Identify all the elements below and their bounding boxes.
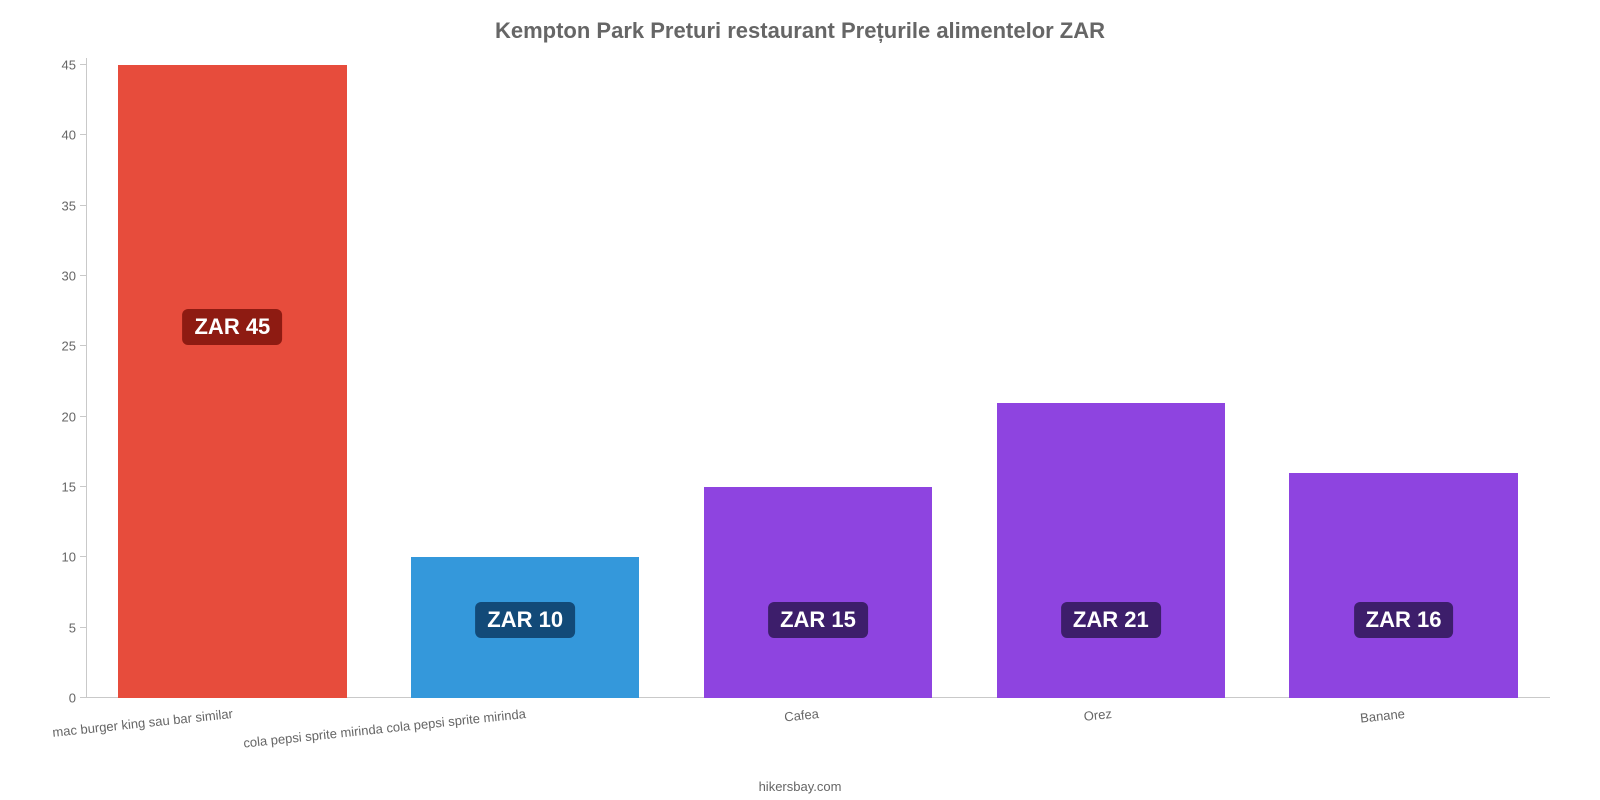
bar-value-label: ZAR 45: [182, 309, 282, 345]
bar-slot: ZAR 16: [1257, 58, 1550, 698]
x-axis-category-label: Banane: [1359, 706, 1405, 726]
y-tick-mark: [80, 556, 86, 557]
y-tick-mark: [80, 134, 86, 135]
x-label-slot: Orez: [964, 698, 1257, 758]
chart-container: Kempton Park Preturi restaurant Prețuril…: [0, 0, 1600, 800]
bar-slot: ZAR 10: [379, 58, 672, 698]
x-axis-labels: mac burger king sau bar similarcola peps…: [86, 698, 1550, 758]
y-tick-mark: [80, 627, 86, 628]
x-label-slot: Banane: [1257, 698, 1550, 758]
bar-slot: ZAR 45: [86, 58, 379, 698]
bar-slot: ZAR 15: [672, 58, 965, 698]
attribution-text: hikersbay.com: [0, 779, 1600, 794]
y-tick-mark: [80, 486, 86, 487]
y-tick-mark: [80, 64, 86, 65]
plot-area: ZAR 45ZAR 10ZAR 15ZAR 21ZAR 16 051015202…: [86, 58, 1550, 698]
bar: ZAR 45: [118, 65, 346, 698]
y-tick-mark: [80, 345, 86, 346]
y-tick-label: 45: [62, 58, 86, 73]
y-tick-label: 25: [62, 339, 86, 354]
bar: ZAR 10: [411, 557, 639, 698]
bars-group: ZAR 45 ZAR 10 ZAR 15 ZAR 21 ZAR 16: [86, 58, 1550, 698]
y-tick-label: 35: [62, 198, 86, 213]
y-tick-label: 15: [62, 480, 86, 495]
bar-value-label: ZAR 15: [768, 602, 868, 638]
y-tick-label: 10: [62, 550, 86, 565]
y-tick-label: 40: [62, 128, 86, 143]
bar-value-label: ZAR 21: [1061, 602, 1161, 638]
bar-slot: ZAR 21: [964, 58, 1257, 698]
y-tick-mark: [80, 416, 86, 417]
y-tick-label: 5: [69, 620, 86, 635]
x-axis-category-label: Orez: [1083, 706, 1113, 724]
y-tick-label: 0: [69, 691, 86, 706]
bar-value-label: ZAR 10: [475, 602, 575, 638]
y-tick-mark: [80, 205, 86, 206]
x-label-slot: Cafea: [672, 698, 965, 758]
x-axis-category-label: Cafea: [783, 706, 819, 725]
bar: ZAR 21: [997, 403, 1225, 698]
bar: ZAR 15: [704, 487, 932, 698]
bar: ZAR 16: [1289, 473, 1517, 698]
y-tick-label: 30: [62, 269, 86, 284]
bar-value-label: ZAR 16: [1354, 602, 1454, 638]
plot-frame: ZAR 45ZAR 10ZAR 15ZAR 21ZAR 16 051015202…: [86, 58, 1550, 698]
chart-title: Kempton Park Preturi restaurant Prețuril…: [30, 18, 1570, 44]
x-axis-category-label: mac burger king sau bar similar: [52, 706, 234, 740]
x-label-slot: cola pepsi sprite mirinda cola pepsi spr…: [379, 698, 672, 758]
y-tick-mark: [80, 275, 86, 276]
y-tick-label: 20: [62, 409, 86, 424]
